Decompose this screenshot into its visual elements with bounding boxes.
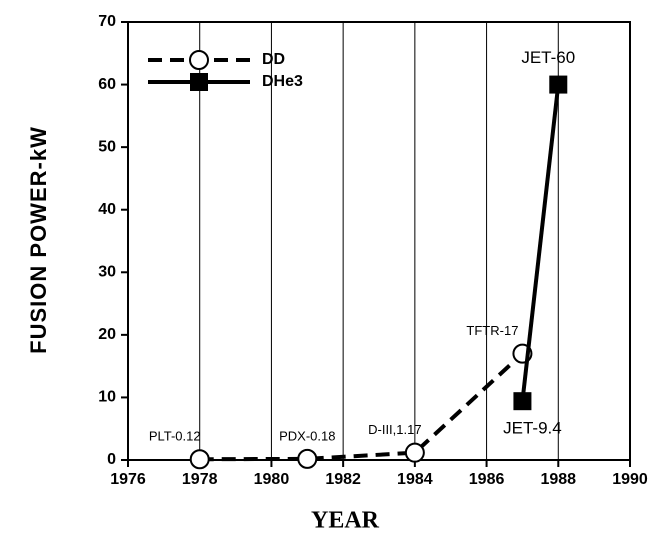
x-tick-label: 1986: [469, 471, 505, 488]
marker: [297, 448, 318, 469]
marker: [189, 449, 210, 470]
x-tick-label: 1982: [325, 471, 361, 488]
legend-label: DD: [262, 51, 285, 68]
plot-frame: [127, 21, 631, 461]
line: [520, 84, 561, 402]
y-tick-label: 0: [107, 451, 116, 468]
x-tick-label: 1988: [540, 471, 576, 488]
legend-marker: [190, 73, 208, 91]
legend-label: DHe3: [262, 73, 303, 90]
marker: [513, 392, 532, 411]
data-label: PDX-0.18: [279, 428, 335, 443]
x-tick-label: 1984: [397, 471, 433, 488]
y-tick-label: 10: [98, 389, 116, 406]
data-label: JET-60: [521, 48, 575, 67]
data-label: D-III,1.17: [368, 422, 421, 437]
data-label: JET-9.4: [503, 419, 562, 438]
x-tick-label: 1976: [110, 471, 146, 488]
x-tick-label: 1990: [612, 471, 648, 488]
legend-marker: [189, 50, 209, 70]
marker: [404, 442, 425, 463]
x-tick-label: 1978: [182, 471, 218, 488]
line: [199, 352, 524, 462]
data-label: PLT-0.12: [149, 429, 201, 444]
x-tick-label: 1980: [254, 471, 290, 488]
y-tick-label: 50: [98, 138, 116, 155]
y-tick-label: 60: [98, 76, 116, 93]
marker: [549, 75, 568, 94]
x-axis-label: YEAR: [311, 508, 380, 534]
y-tick-label: 70: [98, 13, 116, 30]
data-label: TFTR-17: [466, 323, 518, 338]
y-tick-label: 40: [98, 201, 116, 218]
y-tick-label: 30: [98, 264, 116, 281]
y-axis-label: FUSION POWER-kW: [26, 126, 51, 354]
y-tick-label: 20: [98, 326, 116, 343]
